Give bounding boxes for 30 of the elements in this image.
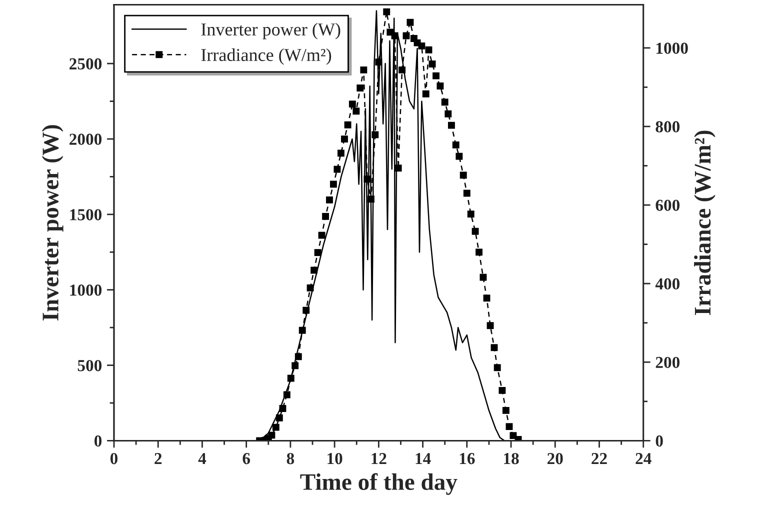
y2-axis-title: Irradiance (W/m²) (694, 130, 716, 315)
x-tick-label: 2 (154, 453, 162, 464)
x-tick-label: 4 (198, 453, 206, 464)
y-tick-label: 1000 (70, 284, 102, 296)
y2-tick-label: 1000 (656, 42, 688, 54)
y2-tick-label: 200 (656, 356, 680, 368)
y2-tick-label: 800 (656, 121, 680, 132)
x-axis-title: Time of the day (300, 473, 458, 495)
x-tick-label: 20 (548, 452, 563, 464)
y-tick-label: 2000 (70, 134, 102, 145)
legend-label: Inverter power (W) (201, 22, 340, 40)
x-tick-label: 18 (504, 452, 519, 464)
y-tick-label: 1500 (70, 209, 102, 220)
y-tick-label: 2500 (70, 58, 102, 70)
x-tick-label: 6 (242, 453, 250, 464)
x-tick-label: 12 (372, 453, 386, 464)
legend-label: Irradiance (W/m²) (201, 48, 332, 65)
x-tick-label: 8 (286, 452, 294, 464)
x-tick-label: 14 (416, 453, 431, 464)
x-tick-label: 22 (592, 453, 607, 464)
y-axis-title: Inverter power (W) (42, 125, 64, 320)
y-tick-label: 500 (78, 360, 102, 372)
y-tick-label: 0 (94, 435, 102, 447)
x-tick-label: 16 (460, 453, 475, 464)
x-tick-label: 24 (636, 453, 652, 464)
x-tick-label: 0 (110, 452, 118, 464)
x-tick-label: 10 (328, 452, 342, 464)
y2-tick-label: 600 (656, 200, 680, 211)
y2-tick-label: 0 (656, 435, 663, 447)
y2-tick-label: 400 (655, 278, 680, 290)
